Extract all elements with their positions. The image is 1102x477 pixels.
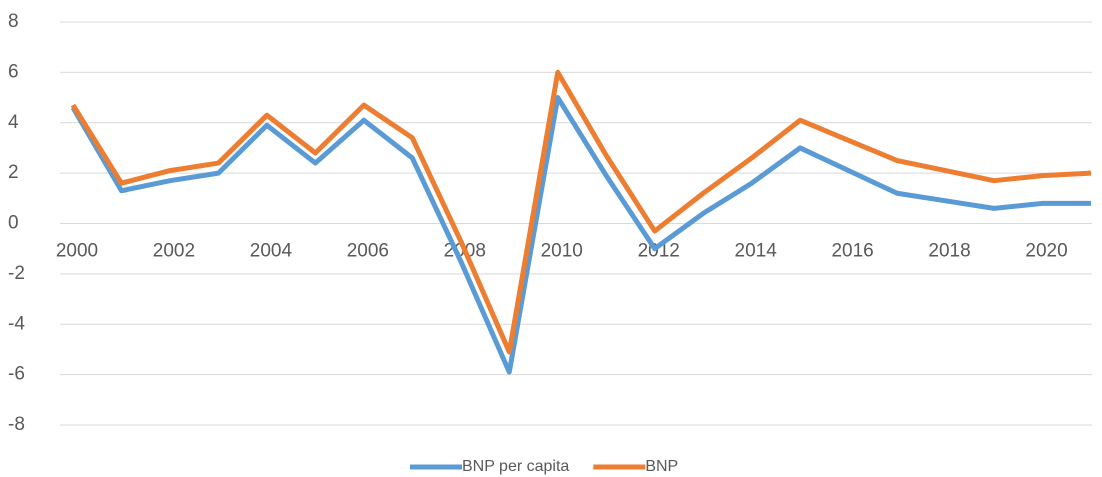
y-tick-label: 2 bbox=[8, 162, 19, 183]
y-tick-label: -2 bbox=[8, 263, 25, 284]
line-series bbox=[70, 69, 1092, 355]
legend-label: BNP bbox=[645, 458, 678, 475]
x-tick-label: 2014 bbox=[735, 241, 778, 262]
x-tick-label: 2016 bbox=[831, 241, 873, 262]
y-tick-label: -6 bbox=[8, 364, 25, 385]
x-tick-label: 2004 bbox=[250, 241, 293, 262]
x-tick-label: 2012 bbox=[638, 241, 680, 262]
x-tick-label: 2020 bbox=[1025, 241, 1067, 262]
y-tick-label: 0 bbox=[8, 213, 19, 234]
x-tick-label: 2010 bbox=[541, 241, 583, 262]
y-tick-label: 4 bbox=[8, 112, 19, 133]
x-tick-label: 2000 bbox=[56, 241, 98, 262]
line-series bbox=[70, 95, 1091, 375]
y-tick-label: -4 bbox=[8, 313, 25, 334]
legend-label: BNP per capita bbox=[462, 458, 569, 475]
y-tick-label: -8 bbox=[8, 414, 25, 435]
x-tick-label: 2006 bbox=[347, 241, 389, 262]
y-tick-label: 8 bbox=[8, 11, 19, 32]
y-tick-label: 6 bbox=[8, 61, 19, 82]
x-tick-label: 2018 bbox=[928, 241, 970, 262]
x-tick-label: 2002 bbox=[153, 241, 195, 262]
